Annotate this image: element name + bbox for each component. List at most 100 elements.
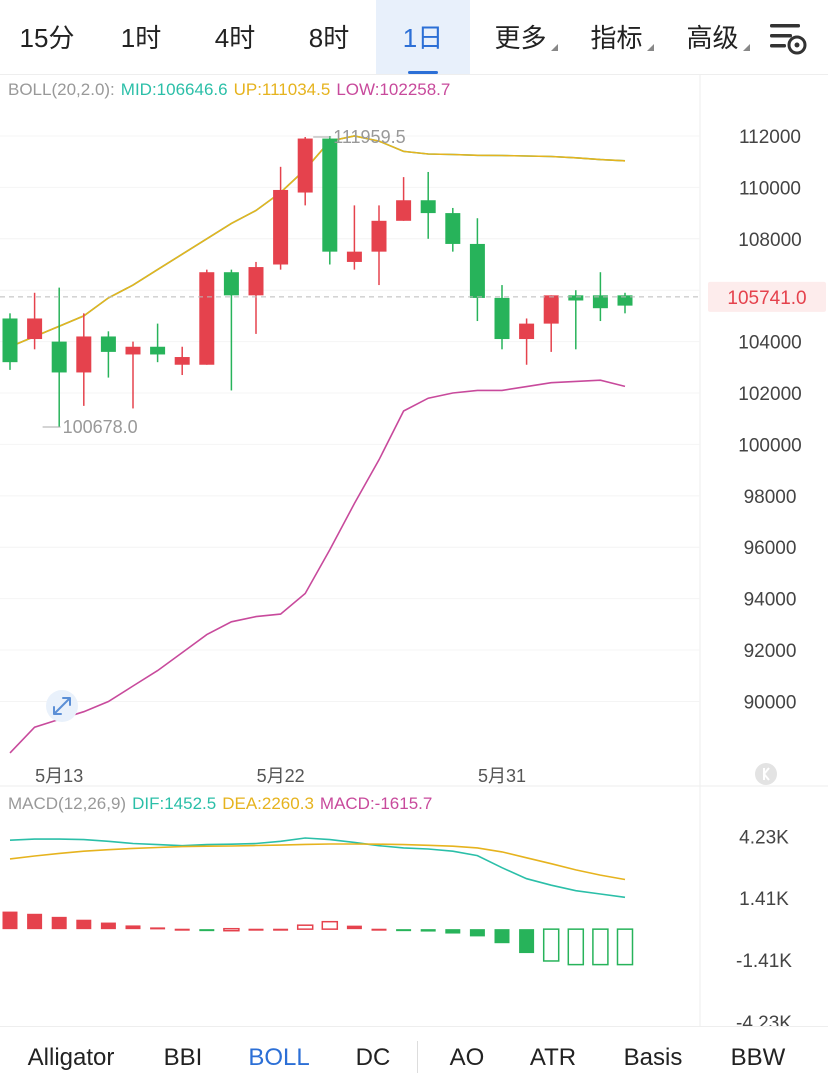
indicator-divider	[417, 1041, 418, 1073]
macd-legend-name: MACD(12,26,9)	[8, 794, 127, 813]
candle-body[interactable]	[445, 213, 461, 244]
macd-bar	[150, 927, 166, 930]
y-tick-label: 112000	[739, 127, 801, 148]
macd-bar	[76, 919, 92, 930]
macd-bar	[223, 927, 240, 932]
y-tick-label: 94000	[744, 590, 797, 611]
tab-15m[interactable]: 15分	[19, 23, 75, 53]
macd-bar	[494, 929, 510, 944]
candle-body[interactable]	[346, 251, 362, 262]
macd-y-tick-label: -4.23K	[736, 1013, 792, 1026]
candle-body[interactable]	[76, 336, 92, 373]
macd-legend-macd: MACD:-1615.7	[319, 794, 433, 813]
candle-body[interactable]	[371, 220, 387, 252]
macd-bar	[346, 925, 362, 930]
y-tick-label: 90000	[744, 692, 797, 713]
macd-bar	[2, 911, 18, 930]
boll-up-line	[9, 135, 626, 348]
candle-body[interactable]	[273, 189, 289, 265]
candle-body[interactable]	[617, 295, 633, 306]
macd-y-tick-label: 4.23K	[739, 827, 789, 848]
tab-1d[interactable]: 1日	[376, 0, 470, 74]
y-tick-label: 92000	[744, 641, 797, 662]
macd-bar	[321, 920, 339, 930]
chart-settings-icon[interactable]	[764, 16, 812, 60]
macd-dea-line	[9, 843, 626, 881]
x-tick-label: 5月13	[35, 766, 83, 786]
macd-bar	[27, 913, 43, 930]
candle-body[interactable]	[322, 138, 338, 252]
tab-more[interactable]: 更多	[478, 0, 574, 74]
tab-1h[interactable]: 1时	[120, 23, 162, 53]
indicator-tab-bbw[interactable]: BBW	[730, 1044, 786, 1071]
y-tick-label: 98000	[744, 487, 797, 508]
macd-bar	[125, 925, 141, 930]
candle-body[interactable]	[469, 243, 485, 298]
macd-bar	[248, 928, 264, 931]
macd-dif-line	[9, 837, 626, 899]
boll-legend-name: BOLL(20,2.0):	[8, 80, 115, 99]
candle-body[interactable]	[223, 272, 239, 296]
y-tick-label: 110000	[739, 178, 801, 199]
current-price-tag-bg	[708, 281, 826, 312]
y-tick-label: 96000	[744, 538, 797, 559]
y-tick-label: 108000	[738, 230, 801, 251]
high-price-label: 111959.5	[333, 127, 405, 147]
dropdown-triangle-icon	[742, 44, 750, 51]
macd-bar	[174, 928, 190, 931]
candle-body[interactable]	[297, 138, 313, 193]
tab-8h[interactable]: 8时	[308, 23, 350, 53]
tab-4h[interactable]: 4时	[214, 23, 256, 53]
boll-mid-line	[9, 135, 626, 348]
y-tick-label: 100000	[738, 435, 801, 456]
indicator-tab-boll[interactable]: BOLL	[248, 1044, 310, 1071]
macd-y-tick-label: -1.41K	[736, 951, 792, 972]
tab-indicators-label: 指标	[590, 23, 643, 53]
macd-bar	[396, 929, 412, 932]
indicator-tab-alligator[interactable]: Alligator	[27, 1044, 115, 1071]
macd-bar	[100, 922, 116, 930]
candle-body[interactable]	[420, 200, 436, 214]
candle-body[interactable]	[519, 323, 535, 340]
x-tick-label: 5月22	[257, 766, 305, 786]
indicator-tab-basis[interactable]: Basis	[623, 1044, 683, 1071]
current-price-tag: 105741.0	[727, 288, 806, 309]
candle-body[interactable]	[2, 318, 18, 363]
indicator-tab-atr[interactable]: ATR	[529, 1044, 577, 1071]
boll-legend: BOLL(20,2.0): MID:106646.6 UP:111034.5 LOW:…	[8, 80, 456, 100]
macd-bar	[616, 928, 634, 966]
candle-body[interactable]	[51, 341, 67, 373]
kline-chart[interactable]: 90000 92000 94000 96000 98000 100000 102000 104…	[0, 0, 828, 1026]
boll-legend-up: UP:111034.5	[233, 80, 331, 99]
macd-bar	[51, 916, 67, 930]
candle-body[interactable]	[592, 295, 608, 309]
indicator-bar: Alligator BBI BOLL DC AO ATR Basis BBW	[0, 1026, 828, 1092]
candle-body[interactable]	[494, 297, 510, 340]
tab-indicators[interactable]: 指标	[574, 0, 670, 74]
candle-body[interactable]	[100, 336, 116, 352]
indicator-tab-ao[interactable]: AO	[449, 1044, 485, 1071]
candle-body[interactable]	[248, 267, 264, 296]
macd-bar	[199, 929, 215, 932]
candle-body[interactable]	[150, 346, 166, 355]
candle-body[interactable]	[199, 272, 215, 365]
indicator-tab-dc[interactable]: DC	[355, 1044, 391, 1071]
candle-body[interactable]	[568, 295, 584, 301]
candle-body[interactable]	[396, 200, 412, 221]
candle-body[interactable]	[125, 346, 141, 355]
expand-arrows-icon[interactable]	[46, 690, 78, 722]
macd-legend-dif: DIF:1452.5	[132, 794, 217, 813]
candle-body[interactable]	[27, 318, 43, 340]
indicator-tab-bbi[interactable]: BBI	[163, 1044, 203, 1071]
macd-legend: MACD(12,26,9) DIF:1452.5 DEA:2260.3 MACD:-1…	[8, 794, 438, 814]
macd-bar	[469, 929, 485, 937]
collapse-arrows-icon[interactable]	[755, 763, 777, 785]
candle-body[interactable]	[543, 295, 559, 324]
macd-bar	[445, 929, 461, 934]
tab-advanced[interactable]: 高级	[670, 0, 766, 74]
macd-bar	[592, 928, 609, 966]
candle-body[interactable]	[174, 357, 190, 365]
dropdown-triangle-icon	[646, 44, 654, 51]
macd-bar	[296, 924, 314, 930]
dropdown-triangle-icon	[550, 44, 558, 51]
